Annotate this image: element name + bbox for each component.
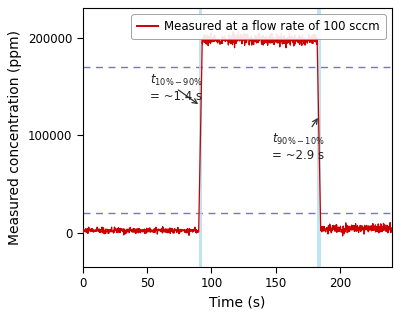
- Y-axis label: Measured concentration (ppm): Measured concentration (ppm): [8, 30, 22, 245]
- Text: $t_{90\%-10\%}$
= ~2.9 s: $t_{90\%-10\%}$ = ~2.9 s: [272, 119, 325, 162]
- Legend: Measured at a flow rate of 100 sccm: Measured at a flow rate of 100 sccm: [131, 14, 386, 39]
- X-axis label: Time (s): Time (s): [209, 296, 265, 310]
- Text: $t_{10\%-90\%}$
= ~1.4 s: $t_{10\%-90\%}$ = ~1.4 s: [150, 73, 202, 103]
- Bar: [317, 8, 320, 267]
- Bar: [198, 8, 202, 267]
